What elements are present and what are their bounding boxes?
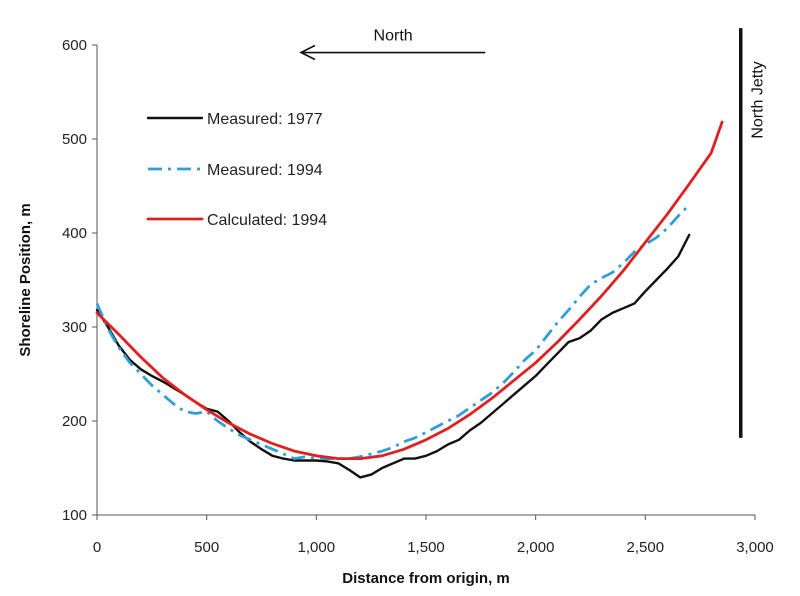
- north-arrow-head: [299, 44, 316, 61]
- y-tick-label: 600: [62, 37, 87, 54]
- x-tick-label: 1,000: [298, 539, 336, 556]
- y-tick-label: 100: [62, 507, 87, 524]
- x-ticks: 0 500 1,000 1,500 2,000 2,500 3,000: [93, 515, 774, 556]
- x-tick-label: 2,000: [517, 539, 555, 556]
- y-axis-title: Shoreline Position, m: [17, 203, 34, 356]
- x-tick-label: 2,500: [627, 539, 665, 556]
- y-ticks: 100 200 300 400 500 600: [62, 37, 97, 524]
- legend-label-measured-1994: Measured: 1994: [207, 162, 323, 179]
- x-axis-title: Distance from origin, m: [342, 570, 510, 587]
- legend-label-calculated-1994: Calculated: 1994: [207, 212, 327, 229]
- north-jetty-label: North Jetty: [750, 61, 767, 138]
- legend-item-measured-1994: Measured: 1994: [148, 162, 323, 179]
- legend-label-measured-1977: Measured: 1977: [207, 111, 323, 128]
- x-tick-label: 500: [194, 539, 219, 556]
- series-layer: [95, 120, 724, 479]
- x-tick-label: 1,500: [407, 539, 445, 556]
- y-tick-label: 300: [62, 319, 87, 336]
- series-line-calculated-1994: [95, 120, 724, 460]
- north-label: North: [374, 28, 413, 45]
- legend-item-measured-1977: Measured: 1977: [146, 111, 323, 128]
- y-tick-label: 500: [62, 131, 87, 148]
- series-line-measured-1977: [95, 233, 691, 479]
- y-tick-label: 200: [62, 413, 87, 430]
- x-tick-label: 3,000: [736, 539, 774, 556]
- annotation-layer: North North Jetty: [299, 28, 767, 438]
- legend: Measured: 1977 Measured: 1994 Calculated…: [146, 111, 327, 229]
- x-tick-label: 0: [93, 539, 101, 556]
- y-tick-label: 400: [62, 225, 87, 242]
- legend-item-calculated-1994: Calculated: 1994: [146, 212, 327, 229]
- series-line-measured-1994: [95, 203, 691, 460]
